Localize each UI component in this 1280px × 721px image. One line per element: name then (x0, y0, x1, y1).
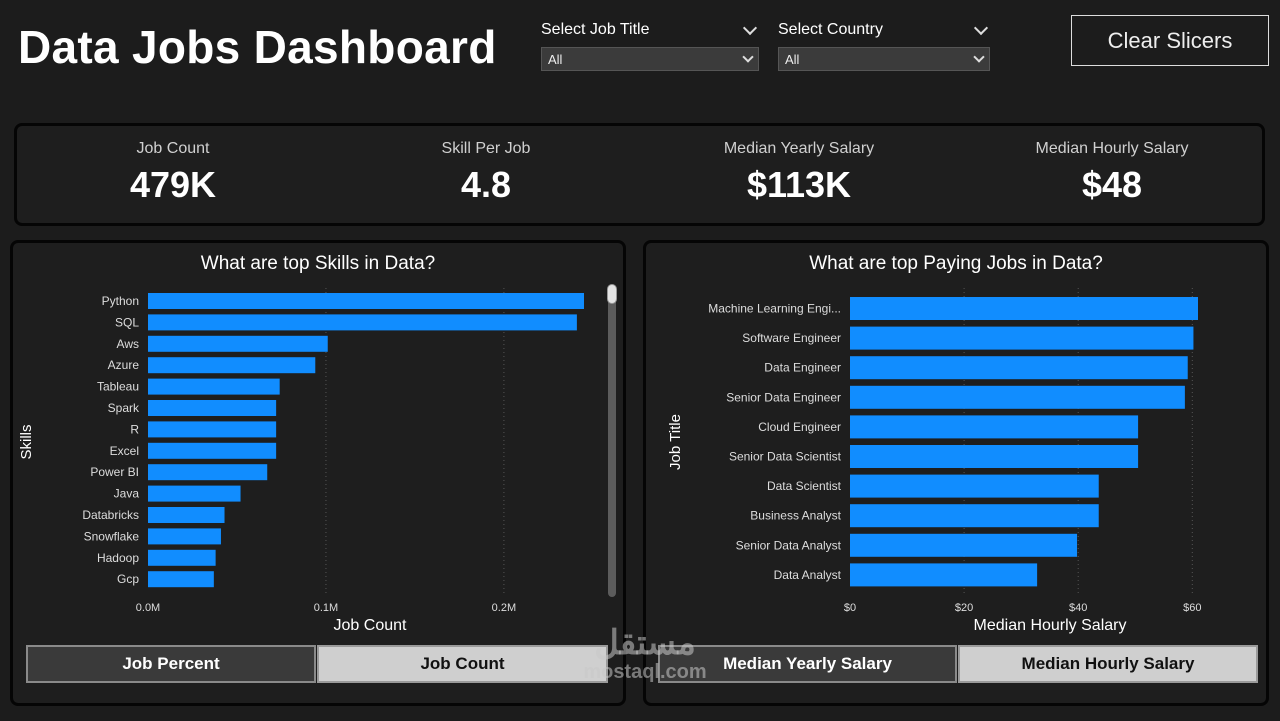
category-label: Data Analyst (774, 568, 842, 582)
category-label: Hadoop (97, 551, 139, 565)
kpi-label: Skill Per Job (441, 140, 531, 157)
bar (148, 464, 268, 481)
kpi-skill-per-job: Skill Per Job 4.8 (356, 140, 616, 206)
job-title-dropdown[interactable]: All (541, 47, 759, 71)
kpi-value: 4.8 (460, 164, 512, 205)
category-label: Machine Learning Engi... (708, 302, 841, 316)
x-tick-label: $60 (1183, 602, 1201, 614)
bar (148, 528, 221, 545)
category-label: Senior Data Analyst (736, 538, 842, 552)
category-label: Python (102, 294, 139, 308)
kpi-median-yearly-salary: Median Yearly Salary $113K (669, 140, 929, 206)
category-label: Databricks (82, 508, 139, 522)
x-tick-label: 0.2M (492, 602, 516, 614)
category-label: Spark (108, 401, 140, 415)
country-slicer-label: Select Country (778, 21, 883, 38)
median-yearly-salary-toggle[interactable]: Median Yearly Salary (658, 645, 957, 683)
kpi-label: Median Hourly Salary (1035, 140, 1189, 157)
category-label: R (130, 422, 139, 436)
bar (850, 356, 1188, 380)
job-title-value: All (548, 51, 563, 67)
category-label: Senior Data Engineer (726, 390, 841, 404)
bar (148, 314, 577, 331)
bar (148, 293, 584, 309)
category-label: SQL (115, 315, 139, 329)
category-label: Senior Data Scientist (729, 450, 842, 464)
bar (148, 549, 216, 566)
category-label: Data Engineer (764, 361, 841, 375)
x-tick-label: 0.1M (314, 602, 338, 614)
x-axis-title: Job Count (334, 617, 407, 634)
bar (850, 445, 1139, 468)
bar (850, 563, 1038, 587)
category-label: Aws (117, 337, 139, 351)
bar (850, 297, 1198, 320)
job-title-slicer[interactable]: Select Job Title All (541, 18, 759, 71)
bar (148, 400, 277, 416)
x-axis-title: Median Hourly Salary (974, 617, 1127, 634)
category-label: Tableau (97, 380, 139, 394)
category-label: Snowflake (84, 529, 140, 543)
kpi-value: $113K (746, 164, 852, 205)
bar (148, 485, 241, 502)
job-percent-toggle[interactable]: Job Percent (26, 645, 316, 683)
watermark-url: mostaql.com (583, 661, 707, 683)
category-label: Business Analyst (750, 509, 841, 523)
kpi-median-hourly-salary: Median Hourly Salary $48 (982, 140, 1242, 206)
bar (850, 415, 1139, 439)
watermark-logo: مستقل (594, 624, 696, 662)
kpi-value: 479K (129, 164, 217, 205)
category-label: Gcp (117, 572, 139, 586)
kpi-label: Median Yearly Salary (723, 140, 875, 157)
watermark: مستقل mostaql.com (560, 625, 730, 684)
x-tick-label: $0 (844, 602, 856, 614)
job-title-slicer-label: Select Job Title (541, 21, 650, 38)
bar (850, 385, 1185, 409)
x-tick-label: 0.0M (136, 602, 160, 614)
bar (148, 357, 316, 374)
bar (148, 571, 214, 588)
category-label: Power BI (90, 465, 139, 479)
category-label: Cloud Engineer (758, 420, 841, 434)
x-tick-label: $40 (1069, 602, 1087, 614)
category-label: Data Scientist (767, 479, 842, 493)
bar (850, 326, 1194, 350)
job-count-toggle[interactable]: Job Count (317, 645, 608, 683)
bar (148, 421, 277, 438)
median-hourly-salary-toggle[interactable]: Median Hourly Salary (958, 645, 1258, 683)
x-tick-label: $20 (955, 602, 973, 614)
country-value: All (785, 51, 800, 67)
kpi-label: Job Count (136, 140, 210, 157)
bar (148, 442, 277, 459)
chart-title: What are top Paying Jobs in Data? (809, 253, 1103, 274)
scrollbar-track[interactable] (608, 285, 616, 597)
scrollbar-thumb[interactable] (607, 284, 617, 304)
y-axis-title: Job Title (667, 414, 684, 470)
bar (148, 378, 280, 395)
category-label: Excel (110, 444, 139, 458)
clear-slicers-button[interactable]: Clear Slicers (1071, 15, 1269, 66)
kpi-job-count: Job Count 479K (43, 140, 303, 206)
bar (850, 474, 1099, 498)
bar (148, 335, 328, 352)
country-slicer[interactable]: Select Country All (778, 18, 990, 71)
country-dropdown[interactable]: All (778, 47, 990, 71)
bar (148, 507, 225, 523)
category-label: Software Engineer (742, 331, 841, 345)
category-label: Java (114, 487, 140, 501)
bar (850, 533, 1078, 557)
bar (850, 504, 1099, 528)
category-label: Azure (108, 358, 140, 372)
page-title: Data Jobs Dashboard (18, 21, 497, 73)
y-axis-title: Skills (18, 424, 35, 459)
kpi-panel: Job Count 479K Skill Per Job 4.8 Median … (14, 123, 1265, 226)
chart-title: What are top Skills in Data? (200, 253, 436, 274)
kpi-value: $48 (1081, 164, 1143, 205)
